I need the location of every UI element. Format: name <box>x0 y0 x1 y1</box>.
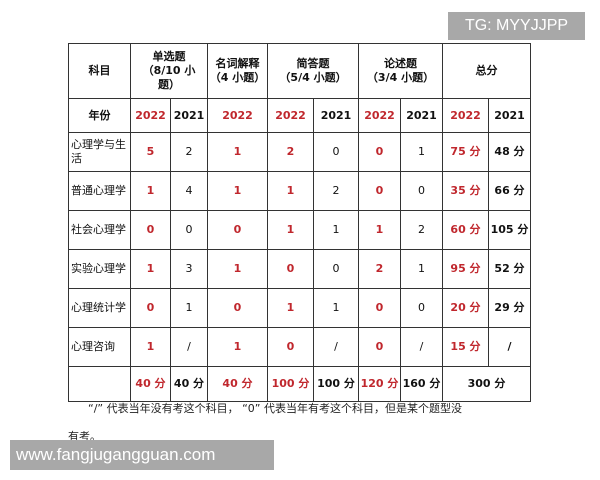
value-cell: 1 <box>207 171 268 211</box>
table-row: 心理学与生活 5 2 1 2 0 0 1 75 分 48 分 <box>68 132 531 172</box>
value-cell: 0 <box>130 210 171 250</box>
year-cell: 2022 <box>442 98 489 133</box>
header-total: 总分 <box>442 43 531 99</box>
subject-cell: 普通心理学 <box>68 171 131 211</box>
value-cell: 48 分 <box>488 132 531 172</box>
header-single-choice: 单选题 （8/10 小 题） <box>130 43 208 99</box>
year-cell: 2021 <box>400 98 443 133</box>
value-cell: 2 <box>358 249 401 289</box>
year-cell: 2021 <box>313 98 359 133</box>
subject-cell: 社会心理学 <box>68 210 131 250</box>
value-cell: 2 <box>170 132 208 172</box>
subject-cell: 心理咨询 <box>68 327 131 367</box>
value-cell: 4 <box>170 171 208 211</box>
value-cell: 0 <box>267 249 314 289</box>
value-cell: 1 <box>400 249 443 289</box>
value-cell: 35 分 <box>442 171 489 211</box>
value-cell: 75 分 <box>442 132 489 172</box>
value-cell: 95 分 <box>442 249 489 289</box>
table-row: 心理咨询 1/1 0/0/15 分 / <box>68 327 531 367</box>
total-cell: 40 分 <box>207 366 268 402</box>
year-cell: 2022 <box>267 98 314 133</box>
value-cell: 1 <box>267 288 314 328</box>
value-cell: 0 <box>358 132 401 172</box>
value-cell: 105 分 <box>488 210 531 250</box>
value-cell: 1 <box>130 171 171 211</box>
year-cell: 2022 <box>207 98 268 133</box>
total-cell: 100 分 <box>313 366 359 402</box>
value-cell: 3 <box>170 249 208 289</box>
table-row: 实验心理学 1 3 1 0 0 2 1 95 分 52 分 <box>68 249 531 289</box>
value-cell: 20 分 <box>442 288 489 328</box>
value-cell: 1 <box>267 171 314 211</box>
table-row: 社会心理学 0 0 0 1 1 1 2 60 分 105 分 <box>68 210 531 250</box>
value-cell: 0 <box>267 327 314 367</box>
subject-cell: 心理学与生活 <box>68 132 131 172</box>
value-cell: 1 <box>130 249 171 289</box>
value-cell: 5 <box>130 132 171 172</box>
value-cell: 1 <box>130 327 171 367</box>
table-row: 普通心理学 1 4 1 1 2 0 0 35 分 66 分 <box>68 171 531 211</box>
subject-cell: 心理统计学 <box>68 288 131 328</box>
total-cell: 40 分 <box>170 366 208 402</box>
value-cell: 0 <box>207 288 268 328</box>
value-cell: 0 <box>400 288 443 328</box>
year-cell: 2021 <box>488 98 531 133</box>
value-cell: 0 <box>313 132 359 172</box>
value-cell: 0 <box>358 288 401 328</box>
header-short-answer: 简答题 （5/4 小题） <box>267 43 359 99</box>
value-cell: 2 <box>267 132 314 172</box>
value-cell: 1 <box>358 210 401 250</box>
value-cell: 15 分 <box>442 327 489 367</box>
value-cell: 0 <box>170 210 208 250</box>
header-row: 科目 单选题 （8/10 小 题） 名词解释 （4 小题） 简答题 （5/4 小… <box>68 43 531 99</box>
year-row: 年份 2022 2021 2022 2022 2021 2022 2021 2022 2021 <box>68 98 531 133</box>
value-cell: 0 <box>130 288 171 328</box>
value-cell: 1 <box>207 327 268 367</box>
value-cell: 0 <box>358 171 401 211</box>
value-cell: 29 分 <box>488 288 531 328</box>
value-cell: 1 <box>207 249 268 289</box>
value-cell: 1 <box>207 132 268 172</box>
value-cell: 1 <box>170 288 208 328</box>
subject-cell: 实验心理学 <box>68 249 131 289</box>
value-cell: 2 <box>313 171 359 211</box>
header-subject: 科目 <box>68 43 131 99</box>
value-cell: 1 <box>267 210 314 250</box>
exam-score-table: 科目 单选题 （8/10 小 题） 名词解释 （4 小题） 简答题 （5/4 小… <box>68 43 531 402</box>
watermark-top: TG: MYYJJPP <box>448 12 585 40</box>
year-cell: 2021 <box>170 98 208 133</box>
value-cell: 52 分 <box>488 249 531 289</box>
total-cell: 100 分 <box>267 366 314 402</box>
value-cell: 0 <box>313 249 359 289</box>
value-cell: 2 <box>400 210 443 250</box>
value-cell: / <box>488 327 531 367</box>
total-cell: 120 分 <box>358 366 401 402</box>
header-term: 名词解释 （4 小题） <box>207 43 268 99</box>
value-cell: / <box>313 327 359 367</box>
value-cell: 0 <box>400 171 443 211</box>
watermark-bottom: www.fangjugangguan.com <box>10 440 274 470</box>
total-cell: 40 分 <box>130 366 171 402</box>
value-cell: 0 <box>207 210 268 250</box>
value-cell: 60 分 <box>442 210 489 250</box>
total-cell <box>68 366 131 402</box>
value-cell: 0 <box>358 327 401 367</box>
footnote-line-1: “/” 代表当年没有考这个科目， “0” 代表当年有考这个科目，但是某个题型没 <box>88 402 462 415</box>
table-row: 心理统计学 0 1 0 1 1 0 0 20 分 29 分 <box>68 288 531 328</box>
total-cell: 160 分 <box>400 366 443 402</box>
year-cell: 2022 <box>130 98 171 133</box>
totals-row: 40 分 40 分 40 分 100 分 100 分 120 分 160 分 300 分 <box>68 366 531 402</box>
value-cell: 1 <box>400 132 443 172</box>
footnote-line-2: 有考。 <box>68 430 101 443</box>
value-cell: / <box>170 327 208 367</box>
total-cell: 300 分 <box>442 366 531 402</box>
value-cell: 1 <box>313 288 359 328</box>
header-essay: 论述题 （3/4 小题） <box>358 43 443 99</box>
value-cell: 66 分 <box>488 171 531 211</box>
value-cell: / <box>400 327 443 367</box>
year-cell: 2022 <box>358 98 401 133</box>
value-cell: 1 <box>313 210 359 250</box>
year-label: 年份 <box>68 98 131 133</box>
